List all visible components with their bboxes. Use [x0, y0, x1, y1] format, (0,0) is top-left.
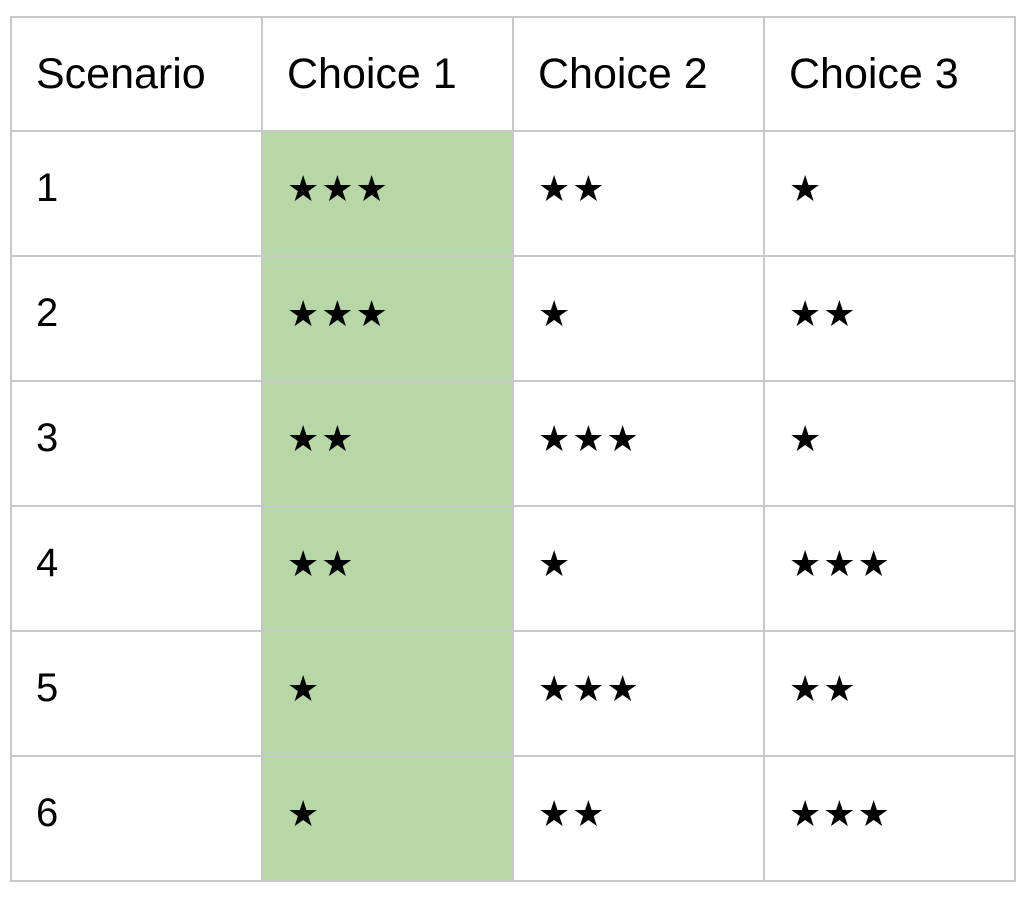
choice-2-rating: ★★	[512, 755, 765, 882]
choice-3-rating: ★	[763, 380, 1016, 507]
choice-2-rating: ★★★	[512, 630, 765, 757]
scenario-cell: 5	[10, 630, 263, 757]
choice-3-rating: ★★★	[763, 755, 1016, 882]
choice-2-rating: ★★★	[512, 380, 765, 507]
table-row: 1 ★★★ ★★ ★	[10, 130, 1016, 257]
scenario-cell: 3	[10, 380, 263, 507]
choice-3-rating: ★★	[763, 255, 1016, 382]
choice-1-rating: ★★	[261, 380, 514, 507]
choice-2-rating: ★★	[512, 130, 765, 257]
choice-1-rating: ★★	[261, 505, 514, 632]
choice-1-rating: ★	[261, 755, 514, 882]
header-choice-2: Choice 2	[512, 16, 765, 132]
header-choice-1: Choice 1	[261, 16, 514, 132]
table-row: 6 ★ ★★ ★★★	[10, 755, 1016, 882]
choice-2-rating: ★	[512, 505, 765, 632]
scenario-cell: 2	[10, 255, 263, 382]
choice-1-rating: ★★★	[261, 130, 514, 257]
choice-3-rating: ★	[763, 130, 1016, 257]
choice-1-rating: ★★★	[261, 255, 514, 382]
scenario-choice-table: Scenario Choice 1 Choice 2 Choice 3 1 ★★…	[10, 16, 1016, 882]
choice-1-rating: ★	[261, 630, 514, 757]
choice-2-rating: ★	[512, 255, 765, 382]
choice-3-rating: ★★★	[763, 505, 1016, 632]
table-row: 3 ★★ ★★★ ★	[10, 380, 1016, 507]
table-row: 2 ★★★ ★ ★★	[10, 255, 1016, 382]
scenario-cell: 4	[10, 505, 263, 632]
header-choice-3: Choice 3	[763, 16, 1016, 132]
scenario-cell: 1	[10, 130, 263, 257]
scenario-cell: 6	[10, 755, 263, 882]
table-row: 4 ★★ ★ ★★★	[10, 505, 1016, 632]
table-row: 5 ★ ★★★ ★★	[10, 630, 1016, 757]
header-row: Scenario Choice 1 Choice 2 Choice 3	[10, 16, 1016, 132]
choice-3-rating: ★★	[763, 630, 1016, 757]
header-scenario: Scenario	[10, 16, 263, 132]
